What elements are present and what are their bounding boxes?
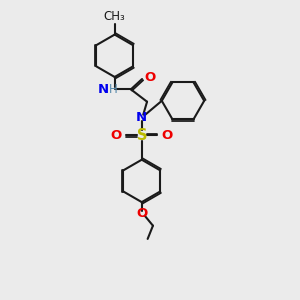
Text: N: N <box>98 83 110 96</box>
Text: S: S <box>136 128 147 143</box>
Text: N: N <box>136 110 147 124</box>
Text: O: O <box>110 129 122 142</box>
Text: CH₃: CH₃ <box>104 11 125 23</box>
Text: O: O <box>162 129 173 142</box>
Text: O: O <box>136 207 147 220</box>
Text: H: H <box>110 83 118 96</box>
Text: O: O <box>144 71 156 84</box>
